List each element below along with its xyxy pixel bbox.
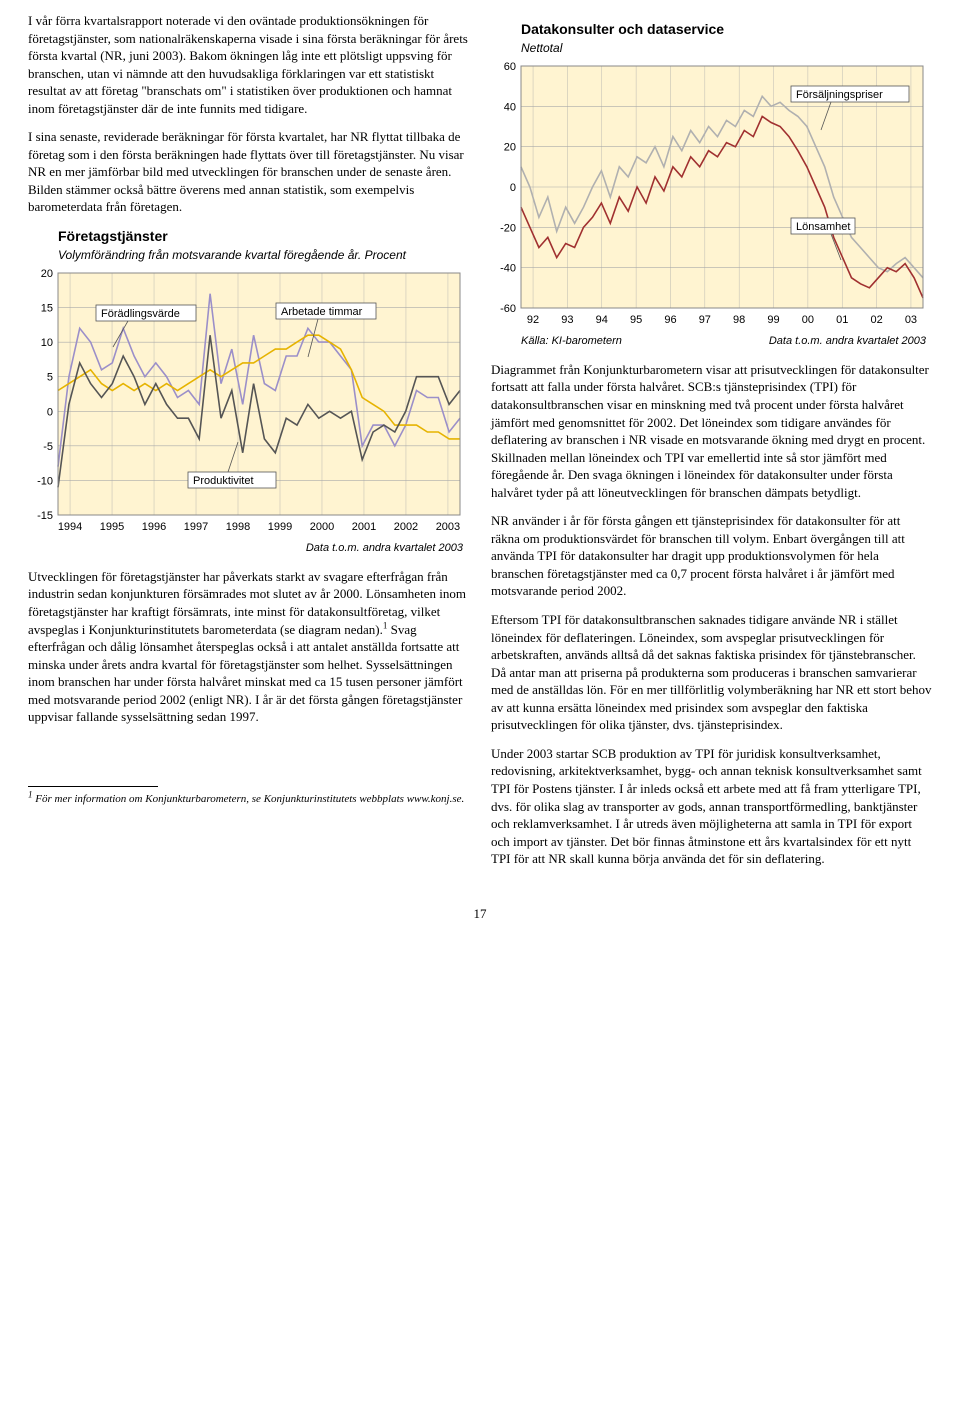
svg-text:40: 40 — [504, 101, 516, 113]
svg-text:0: 0 — [47, 406, 53, 418]
footnote-1: 1 För mer information om Konjunkturbarom… — [28, 793, 469, 807]
svg-text:-5: -5 — [43, 441, 53, 453]
svg-text:-15: -15 — [37, 510, 53, 522]
chart-datakonsulter: Datakonsulter och dataservice Nettotal -… — [491, 20, 932, 349]
left-column: I vår förra kvartalsrapport noterade vi … — [28, 12, 469, 879]
svg-text:00: 00 — [802, 314, 814, 326]
page-number: 17 — [28, 905, 932, 923]
svg-text:1999: 1999 — [268, 521, 292, 533]
svg-text:96: 96 — [664, 314, 676, 326]
svg-text:92: 92 — [527, 314, 539, 326]
left-para-3: Utvecklingen för företagstjänster har på… — [28, 568, 469, 726]
right-para-3: Eftersom TPI för datakonsultbranschen sa… — [491, 611, 932, 734]
left-para-2: I sina senaste, reviderade beräkningar f… — [28, 128, 469, 216]
svg-text:-10: -10 — [37, 476, 53, 488]
svg-text:98: 98 — [733, 314, 745, 326]
right-para-4: Under 2003 startar SCB produktion av TPI… — [491, 745, 932, 868]
svg-text:1998: 1998 — [226, 521, 250, 533]
right-column: Datakonsulter och dataservice Nettotal -… — [491, 12, 932, 879]
svg-text:15: 15 — [41, 303, 53, 315]
chart1-source-right: Data t.o.m. andra kvartalet 2003 — [306, 541, 463, 556]
svg-text:1996: 1996 — [142, 521, 166, 533]
svg-text:20: 20 — [504, 142, 516, 154]
svg-text:93: 93 — [561, 314, 573, 326]
page-columns: I vår förra kvartalsrapport noterade vi … — [28, 12, 932, 879]
svg-text:5: 5 — [47, 372, 53, 384]
chart2-source-right: Data t.o.m. andra kvartalet 2003 — [769, 334, 926, 349]
svg-text:2003: 2003 — [436, 521, 460, 533]
svg-text:1994: 1994 — [58, 521, 82, 533]
svg-text:2000: 2000 — [310, 521, 334, 533]
svg-text:Lönsamhet: Lönsamhet — [796, 221, 850, 233]
svg-text:-40: -40 — [500, 263, 516, 275]
svg-text:20: 20 — [41, 268, 53, 280]
chart1-source: Data t.o.m. andra kvartalet 2003 — [28, 541, 469, 556]
svg-text:99: 99 — [767, 314, 779, 326]
svg-text:Arbetade timmar: Arbetade timmar — [281, 306, 363, 318]
right-para-1: Diagrammet från Konjunkturbarometern vis… — [491, 361, 932, 501]
chart2-source: Källa: KI-barometern Data t.o.m. andra k… — [491, 334, 932, 349]
svg-text:2002: 2002 — [394, 521, 418, 533]
footnote-text: För mer information om Konjunkturbaromet… — [33, 793, 465, 805]
svg-text:Produktivitet: Produktivitet — [193, 475, 254, 487]
svg-text:94: 94 — [596, 314, 608, 326]
svg-text:02: 02 — [870, 314, 882, 326]
svg-text:01: 01 — [836, 314, 848, 326]
svg-text:0: 0 — [510, 182, 516, 194]
svg-text:2001: 2001 — [352, 521, 376, 533]
chart2-subtitle: Nettotal — [521, 40, 932, 56]
chart1-svg: -15 -10 -5 0 5 10 15 20 1994 1995 1996 1997 1998 1999… — [28, 267, 468, 537]
chart2-svg: -60 -40 -20 0 20 40 60 92 93 94 95 96 97 98 99 00 01 02 03… — [491, 60, 931, 330]
chart2-title: Datakonsulter och dataservice — [521, 20, 932, 39]
footnote-rule — [28, 786, 158, 787]
svg-text:1997: 1997 — [184, 521, 208, 533]
svg-text:97: 97 — [699, 314, 711, 326]
chart1-subtitle: Volymförändring från motsvarande kvartal… — [58, 247, 469, 263]
svg-text:Försäljningspriser: Försäljningspriser — [796, 89, 883, 101]
chart-foretagstjanster: Företagstjänster Volymförändring från mo… — [28, 227, 469, 556]
svg-text:Förädlingsvärde: Förädlingsvärde — [101, 308, 180, 320]
svg-text:95: 95 — [630, 314, 642, 326]
left-para-1: I vår förra kvartalsrapport noterade vi … — [28, 12, 469, 117]
chart2-source-left: Källa: KI-barometern — [521, 334, 622, 349]
svg-text:03: 03 — [905, 314, 917, 326]
chart1-title: Företagstjänster — [58, 227, 469, 246]
svg-text:10: 10 — [41, 337, 53, 349]
svg-text:1995: 1995 — [100, 521, 124, 533]
svg-text:-20: -20 — [500, 222, 516, 234]
svg-text:-60: -60 — [500, 303, 516, 315]
right-para-2: NR använder i år för första gången ett t… — [491, 512, 932, 600]
svg-text:60: 60 — [504, 61, 516, 73]
